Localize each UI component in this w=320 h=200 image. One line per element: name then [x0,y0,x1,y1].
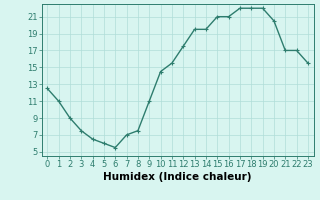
X-axis label: Humidex (Indice chaleur): Humidex (Indice chaleur) [103,172,252,182]
